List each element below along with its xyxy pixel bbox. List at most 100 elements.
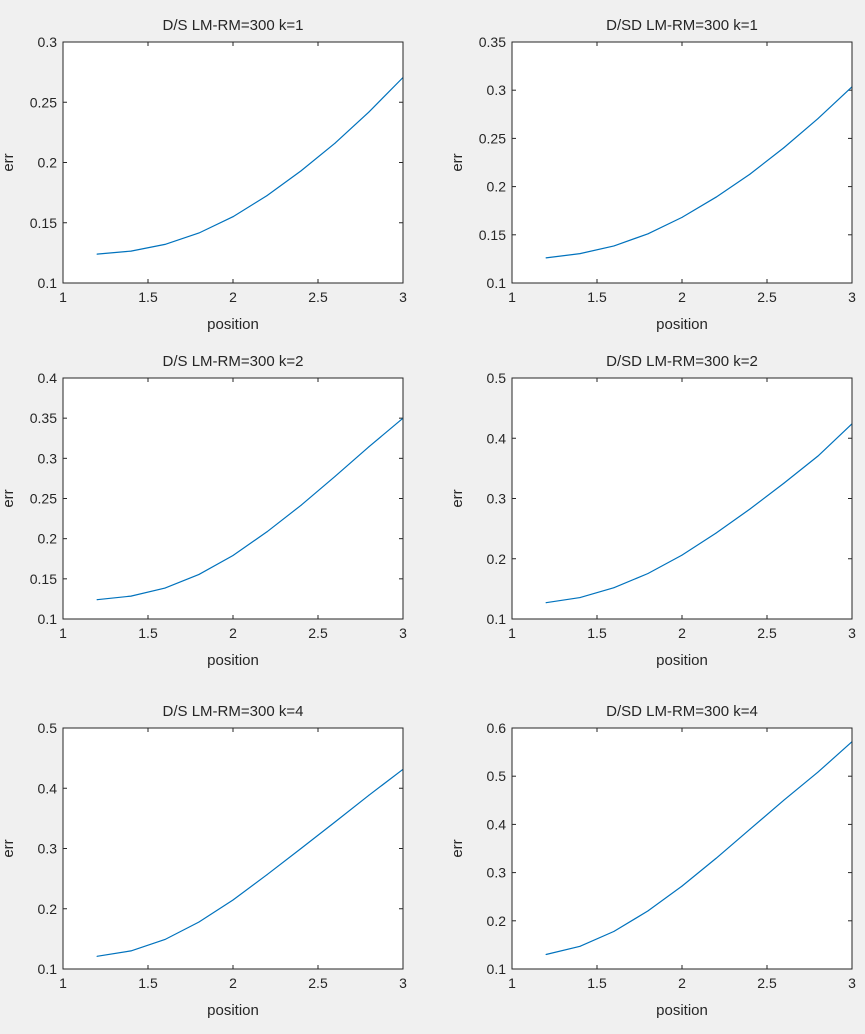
- y-axis-label: err: [449, 153, 466, 171]
- data-point: [334, 821, 336, 823]
- chart-panel-1: D/S LM-RM=300 k=1 1 1.5 2 2.5 3 0.1 0.15 0.2 0.25…: [0, 17, 407, 333]
- y-tick-label: 0.1: [487, 275, 507, 291]
- y-axis-label: err: [0, 153, 17, 171]
- y-axis-label: err: [449, 489, 466, 507]
- series-line-1: [96, 417, 404, 601]
- y-tick-label: 0.3: [38, 450, 58, 466]
- x-tick-label: 2.5: [757, 289, 777, 305]
- data-point: [783, 799, 785, 801]
- x-tick-label: 1: [508, 625, 516, 641]
- data-point: [368, 794, 370, 796]
- data-point: [817, 455, 819, 457]
- y-tick-label: 0.4: [38, 780, 58, 796]
- data-point: [681, 554, 683, 556]
- y-tick-label: 0.5: [487, 768, 507, 784]
- x-tick-label: 2: [229, 289, 237, 305]
- x-axis-label: position: [656, 1002, 708, 1019]
- y-tick-label: 0.2: [38, 531, 58, 547]
- y-tick-label: 0.3: [487, 491, 507, 507]
- plot-area: [512, 728, 852, 969]
- data-point: [130, 595, 132, 597]
- x-tick-label: 1.5: [138, 289, 158, 305]
- y-tick-label: 0.25: [30, 491, 57, 507]
- data-point: [715, 532, 717, 534]
- series-line-1: [96, 768, 404, 957]
- chart-title: D/SD LM-RM=300 k=2: [606, 353, 758, 370]
- data-point: [334, 142, 336, 144]
- y-tick-label: 0.2: [487, 179, 507, 195]
- data-point: [613, 245, 615, 247]
- axes-box: [62, 41, 404, 284]
- x-tick-label: 2: [678, 289, 686, 305]
- data-point: [164, 587, 166, 589]
- x-axis-label: position: [207, 1002, 259, 1019]
- series-line-1: [545, 86, 853, 259]
- x-tick-label: 2: [678, 975, 686, 991]
- data-point: [579, 945, 581, 947]
- x-tick-label: 1: [59, 975, 67, 991]
- series-line-1: [545, 423, 853, 604]
- y-tick-label: 0.6: [487, 720, 507, 736]
- x-tick-label: 2.5: [308, 625, 328, 641]
- x-tick-label: 3: [848, 975, 856, 991]
- plot-area: [63, 728, 403, 969]
- y-tick-label: 0.1: [487, 961, 507, 977]
- x-tick-label: 1.5: [587, 625, 607, 641]
- chart-panel-3: D/S LM-RM=300 k=2 1 1.5 2 2.5 3 0.1 0.15 0.2 0.25…: [0, 353, 407, 669]
- y-tick-label: 0.25: [30, 94, 57, 110]
- data-point: [334, 475, 336, 477]
- chart-title: D/SD LM-RM=300 k=1: [606, 17, 758, 34]
- data-point: [545, 257, 547, 259]
- data-point: [715, 196, 717, 198]
- data-point: [232, 216, 234, 218]
- plot-area: [512, 378, 852, 619]
- y-axis-label: err: [0, 839, 17, 857]
- data-point: [613, 587, 615, 589]
- y-tick-label: 0.5: [487, 370, 507, 386]
- x-tick-label: 1: [59, 625, 67, 641]
- x-tick-label: 1.5: [587, 289, 607, 305]
- chart-panel-5: D/S LM-RM=300 k=4 1 1.5 2 2.5 3 0.1 0.2 0.3 0.4 0.…: [0, 703, 407, 1019]
- data-point: [368, 111, 370, 113]
- x-tick-label: 2: [678, 625, 686, 641]
- data-point: [681, 216, 683, 218]
- axes-box: [62, 377, 404, 620]
- y-tick-label: 0.4: [38, 370, 58, 386]
- x-tick-label: 1.5: [587, 975, 607, 991]
- data-point: [647, 233, 649, 235]
- data-point: [198, 232, 200, 234]
- data-point: [232, 899, 234, 901]
- data-point: [715, 857, 717, 859]
- x-axis-label: position: [656, 652, 708, 669]
- axes-box: [62, 727, 404, 970]
- x-tick-label: 2.5: [308, 975, 328, 991]
- data-point: [647, 910, 649, 912]
- data-point: [783, 482, 785, 484]
- x-tick-label: 1.5: [138, 625, 158, 641]
- x-axis-label: position: [207, 316, 259, 333]
- x-tick-label: 3: [848, 289, 856, 305]
- data-point: [96, 955, 98, 957]
- y-tick-label: 0.15: [30, 571, 57, 587]
- y-tick-label: 0.1: [38, 611, 58, 627]
- data-point: [817, 118, 819, 120]
- data-point: [613, 930, 615, 932]
- y-tick-label: 0.4: [487, 816, 507, 832]
- chart-panel-2: D/SD LM-RM=300 k=1 1 1.5 2 2.5 3 0.1 0.15 0.2 0.2…: [449, 17, 856, 333]
- data-point: [579, 253, 581, 255]
- chart-panel-6: D/SD LM-RM=300 k=4 1 1.5 2 2.5 3 0.1 0.2 0.3 0.4 0…: [449, 703, 856, 1019]
- data-point: [545, 954, 547, 956]
- y-tick-label: 0.25: [479, 130, 506, 146]
- chart-title: D/SD LM-RM=300 k=4: [606, 703, 758, 720]
- x-axis-label: position: [207, 652, 259, 669]
- y-tick-label: 0.15: [30, 215, 57, 231]
- data-point: [545, 602, 547, 604]
- data-point: [749, 508, 751, 510]
- x-tick-label: 1.5: [138, 975, 158, 991]
- y-axis-label: err: [0, 489, 17, 507]
- y-tick-label: 0.2: [38, 155, 58, 171]
- y-tick-label: 0.3: [487, 865, 507, 881]
- y-tick-label: 0.1: [38, 275, 58, 291]
- data-point: [96, 253, 98, 255]
